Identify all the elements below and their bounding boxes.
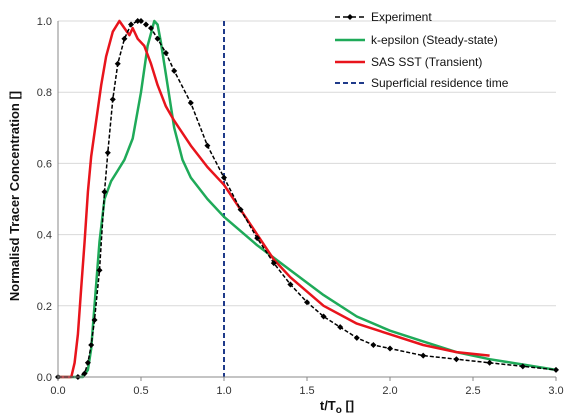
- y-tick-label: 0.6: [37, 158, 52, 170]
- y-tick-label: 0.8: [37, 87, 52, 99]
- experiment-point: [142, 21, 149, 28]
- y-tick-label: 0.0: [37, 372, 52, 384]
- experiment-point: [287, 281, 294, 288]
- experiment-point: [121, 35, 128, 42]
- x-axis-label-unit: []: [342, 398, 354, 413]
- experiment-point: [154, 35, 161, 42]
- x-tick-label: 2.0: [382, 385, 397, 397]
- experiment-point: [114, 60, 121, 67]
- experiment-point: [353, 334, 360, 341]
- experiment-point: [387, 345, 393, 352]
- x-tick-label: 2.5: [465, 385, 480, 397]
- grid: [58, 20, 556, 378]
- experiment-point: [171, 67, 178, 74]
- x-axis-label: t/To []: [320, 398, 354, 416]
- experiment-point: [453, 356, 460, 363]
- experiment-point: [96, 267, 103, 274]
- axes: 0.0 0.2 0.4 0.6 0.8 1.0 0.0 0.5 1.0 1.5 2.0 2.5 3.0: [37, 16, 564, 397]
- experiment-point: [88, 341, 95, 348]
- experiment-point: [486, 359, 493, 366]
- experiment-point: [91, 317, 98, 324]
- experiment-point: [84, 359, 91, 366]
- y-tick-label: 0.2: [37, 301, 52, 313]
- experiment-point: [147, 25, 154, 32]
- experiment-point: [254, 235, 261, 242]
- experiment-point: [128, 21, 135, 28]
- series-layer: [55, 18, 559, 380]
- legend-label-experiment: Experiment: [371, 10, 432, 24]
- legend: Experiment k-epsilon (Steady-state) SAS …: [335, 10, 509, 90]
- experiment-point: [162, 50, 169, 57]
- experiment-point: [270, 260, 277, 267]
- experiment-point: [553, 366, 559, 373]
- x-tick-label: 0.5: [133, 385, 148, 397]
- experiment-point: [187, 99, 194, 106]
- experiment-point: [104, 149, 111, 156]
- y-tick-label: 1.0: [37, 16, 52, 28]
- series-sas-sst-line: [58, 19, 490, 379]
- experiment-point: [519, 363, 526, 370]
- experiment-point: [420, 352, 427, 359]
- experiment-point: [109, 96, 116, 103]
- x-tick-label: 1.5: [299, 385, 314, 397]
- y-tick-label: 0.4: [37, 230, 52, 242]
- experiment-point: [138, 18, 144, 24]
- experiment-point: [304, 299, 310, 306]
- x-tick-label: 0.0: [50, 385, 65, 397]
- legend-label-sas-sst: SAS SST (Transient): [371, 55, 482, 69]
- experiment-point: [237, 206, 244, 213]
- experiment-point: [337, 324, 344, 331]
- legend-label-residence-time: Superficial residence time: [371, 76, 509, 90]
- experiment-point: [204, 142, 211, 149]
- x-tick-label: 3.0: [548, 385, 563, 397]
- y-axis-label: Normalisd Tracer Concentration []: [7, 91, 22, 301]
- x-tick-label: 1.0: [216, 385, 231, 397]
- series-experiment-line: [58, 20, 557, 378]
- experiment-point: [221, 174, 227, 181]
- series-k-epsilon-line: [58, 19, 557, 379]
- experiment-point: [81, 370, 88, 377]
- experiment-point: [101, 188, 108, 195]
- experiment-point: [320, 313, 327, 320]
- legend-label-k-epsilon: k-epsilon (Steady-state): [371, 33, 498, 47]
- x-axis-label-subscript: o: [336, 405, 342, 416]
- x-axis-label-main: t/T: [320, 398, 336, 413]
- legend-marker-experiment: [347, 14, 353, 20]
- experiment-point: [370, 341, 377, 348]
- experiment-point: [134, 18, 141, 24]
